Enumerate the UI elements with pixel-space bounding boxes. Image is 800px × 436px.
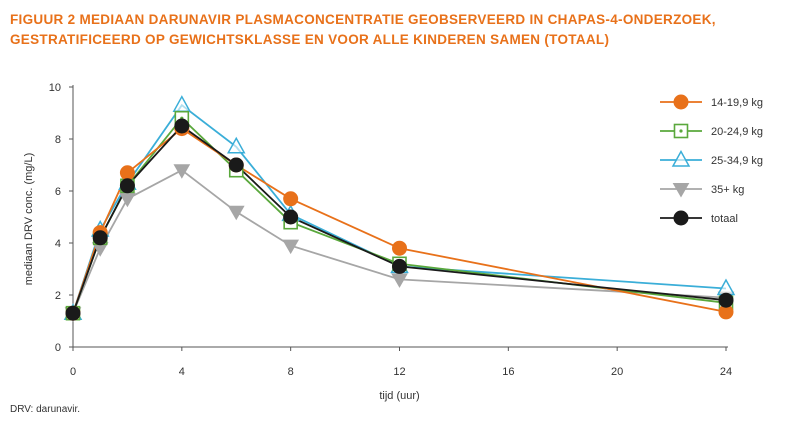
data-point-s4-p6-shape (392, 258, 407, 274)
data-point-s4-p1-shape (92, 230, 108, 246)
legend-marker-3 (672, 183, 690, 198)
data-point-s0-p5-shape (283, 191, 299, 207)
data-point-s2-p4-shape (226, 136, 246, 154)
y-axis-label: mediaan DRV conc. (mg/L) (23, 153, 35, 285)
y-tick-label: 6 (55, 186, 61, 198)
data-point-s3-p3-shape (173, 164, 191, 179)
x-tick-label: 8 (288, 366, 294, 378)
x-tick-label: 20 (611, 366, 623, 378)
x-tick-label: 0 (70, 366, 76, 378)
data-point-s3-p4-shape (227, 205, 245, 221)
y-tick-label: 8 (55, 134, 61, 146)
data-point-s3-p3 (173, 164, 191, 179)
legend-marker-0 (673, 94, 689, 110)
y-tick-label: 4 (55, 238, 61, 250)
legend-marker-4-shape (673, 210, 689, 226)
legend-label-2: 25-34,9 kg (711, 155, 763, 167)
data-point-s4-p2 (119, 178, 135, 194)
data-point-s4-p0-shape (65, 305, 81, 321)
data-point-s4-p6 (392, 258, 407, 274)
data-point-s4-p1 (92, 230, 108, 246)
legend-label-0: 14-19,9 kg (711, 97, 763, 109)
data-point-s3-p5-shape (282, 239, 300, 255)
series-line-0 (72, 127, 727, 314)
legend-marker-3-shape (672, 183, 690, 198)
data-point-s0-p5 (283, 191, 299, 207)
data-point-s0-p2 (119, 165, 135, 181)
legend-marker-2-shape (671, 149, 691, 167)
x-tick-label: 4 (179, 366, 185, 378)
x-tick-label: 12 (393, 366, 405, 378)
data-point-s4-p5 (283, 209, 299, 225)
data-point-s2-p3 (172, 95, 192, 112)
legend-marker-4 (673, 210, 689, 226)
legend-marker-0-shape (673, 94, 689, 110)
data-point-s2-p4 (226, 136, 246, 154)
data-point-s0-p2-shape (119, 165, 135, 181)
data-point-s4-p7-shape (718, 292, 734, 308)
y-tick-label: 2 (55, 290, 61, 302)
legend-label-3: 35+ kg (711, 184, 744, 196)
figure-title: FIGUUR 2 MEDIAAN DARUNAVIR PLASMACONCENT… (10, 10, 790, 50)
y-tick-label: 10 (49, 82, 61, 94)
legend-label-1: 20-24,9 kg (711, 126, 763, 138)
footnote: DRV: darunavir. (10, 404, 81, 415)
figure-title-line-2: GESTRATIFICEERD OP GEWICHTSKLASSE EN VOO… (10, 32, 610, 47)
data-point-s0-p6-shape (392, 240, 407, 256)
data-point-s4-p0 (65, 305, 81, 321)
x-axis-label: tijd (uur) (379, 390, 419, 402)
y-tick-label: 0 (55, 342, 61, 354)
x-tick-label: 16 (502, 366, 514, 378)
data-point-s4-p7 (718, 292, 734, 308)
data-point-s3-p2-shape (119, 192, 136, 208)
data-point-s4-p4-shape (228, 157, 244, 173)
x-tick-label: 24 (720, 366, 732, 378)
data-point-s4-p4 (228, 157, 244, 173)
legend-label-4: totaal (711, 213, 738, 225)
data-point-s0-p6 (392, 240, 407, 256)
legend-marker-1-dot (679, 129, 683, 133)
data-point-s3-p5 (282, 239, 300, 255)
data-point-s2-p3-shape (172, 95, 192, 112)
legend-marker-2 (671, 149, 691, 167)
data-point-s3-p2 (119, 192, 136, 208)
figure-title-line-1: FIGUUR 2 MEDIAAN DARUNAVIR PLASMACONCENT… (10, 12, 716, 27)
data-point-s4-p3-shape (174, 118, 190, 134)
data-point-s4-p5-shape (283, 209, 299, 225)
data-point-s4-p2-shape (119, 178, 135, 194)
data-point-s3-p4 (227, 205, 245, 221)
legend-marker-1 (673, 123, 689, 139)
data-point-s4-p3 (174, 118, 190, 134)
